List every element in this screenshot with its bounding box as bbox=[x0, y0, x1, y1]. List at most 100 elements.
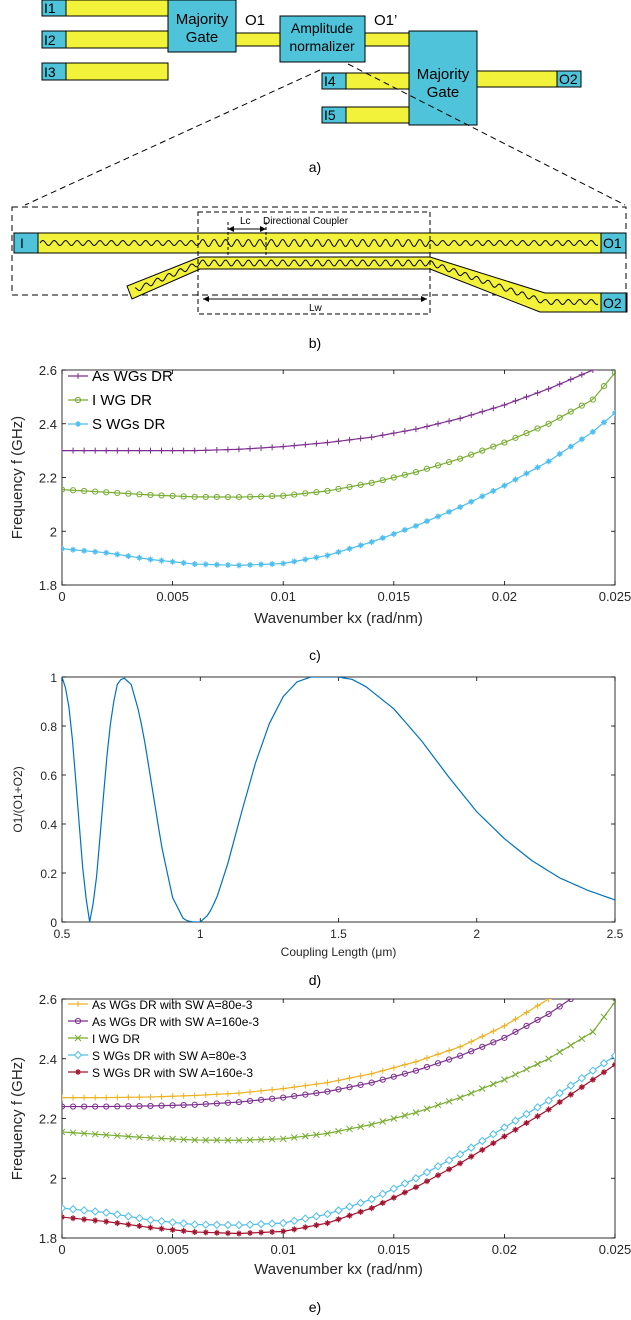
y-axis-label: Frequency f (GHz) bbox=[9, 1057, 26, 1180]
data-point bbox=[92, 1094, 99, 1101]
data-point bbox=[346, 483, 353, 491]
data-point bbox=[423, 1105, 431, 1113]
data-point bbox=[224, 1230, 231, 1237]
data-point bbox=[346, 1125, 353, 1133]
data-point bbox=[523, 1009, 530, 1016]
data-point bbox=[213, 1091, 220, 1098]
data-point bbox=[269, 1086, 276, 1093]
data-point bbox=[468, 451, 475, 458]
waveguide-o1 bbox=[235, 32, 281, 47]
data-point bbox=[313, 1090, 320, 1097]
data-point bbox=[423, 1055, 430, 1061]
data-point bbox=[467, 1143, 476, 1152]
data-point bbox=[324, 1220, 331, 1227]
data-point bbox=[368, 1205, 375, 1212]
data-point bbox=[313, 489, 320, 496]
legend-entry: S WGs DR with SW A=160e-3 bbox=[92, 1066, 253, 1080]
x-tick-label: 0.015 bbox=[378, 589, 411, 604]
data-point bbox=[500, 1123, 509, 1132]
data-point bbox=[390, 430, 397, 437]
x-tick-label: 0.005 bbox=[156, 1242, 189, 1257]
data-point bbox=[479, 493, 486, 500]
data-point bbox=[512, 1016, 519, 1023]
data-point bbox=[523, 1022, 530, 1029]
data-point bbox=[556, 1003, 563, 1010]
data-point bbox=[589, 428, 596, 435]
data-point bbox=[324, 1088, 331, 1095]
data-point bbox=[445, 1097, 453, 1105]
data-point bbox=[158, 1093, 165, 1100]
data-point bbox=[202, 561, 209, 568]
output-box-o2 bbox=[556, 70, 582, 88]
data-point bbox=[62, 1094, 65, 1101]
data-point bbox=[202, 1100, 209, 1108]
x-tick-label: 0.02 bbox=[492, 589, 517, 604]
data-point bbox=[136, 491, 143, 498]
data-point bbox=[433, 1162, 443, 1171]
data-point bbox=[136, 1133, 143, 1141]
data-point bbox=[468, 1048, 475, 1055]
data-point bbox=[401, 1189, 408, 1196]
data-point bbox=[446, 508, 453, 515]
label-i: I bbox=[20, 235, 24, 251]
data-point bbox=[412, 1058, 419, 1065]
data-point bbox=[479, 1043, 486, 1050]
x-tick-label: 0.025 bbox=[599, 589, 631, 604]
data-point bbox=[523, 1119, 530, 1126]
data-point bbox=[589, 396, 596, 403]
data-point bbox=[235, 1136, 243, 1144]
data-point bbox=[468, 498, 475, 505]
data-point bbox=[412, 1109, 420, 1116]
data-point bbox=[302, 441, 309, 448]
data-point bbox=[136, 447, 143, 454]
data-point bbox=[489, 1080, 497, 1088]
data-point bbox=[567, 443, 574, 450]
data-point bbox=[368, 479, 375, 486]
data-point bbox=[92, 488, 99, 495]
amplitude-normalizer bbox=[279, 15, 366, 63]
data-point bbox=[146, 1215, 155, 1225]
data-point bbox=[124, 1212, 133, 1221]
data-point bbox=[600, 419, 607, 426]
data-point bbox=[202, 493, 209, 501]
data-point bbox=[191, 447, 198, 454]
data-point bbox=[490, 1039, 497, 1046]
data-point bbox=[180, 1092, 187, 1099]
data-point bbox=[455, 1150, 465, 1159]
data-point bbox=[556, 1099, 563, 1106]
data-point bbox=[62, 1128, 66, 1136]
data-point bbox=[169, 558, 176, 565]
spin-wave-lower bbox=[134, 259, 599, 306]
data-point bbox=[534, 1016, 541, 1024]
data-point bbox=[234, 1220, 244, 1230]
data-point bbox=[213, 446, 220, 453]
data-point bbox=[103, 1103, 110, 1110]
legend-entry: S WGs DR bbox=[92, 416, 165, 433]
data-point bbox=[379, 1076, 386, 1083]
data-point bbox=[92, 1217, 99, 1224]
data-point bbox=[147, 1093, 154, 1100]
data-point bbox=[411, 1174, 421, 1183]
data-point bbox=[446, 1056, 453, 1063]
data-point bbox=[74, 396, 82, 404]
data-point bbox=[401, 428, 408, 435]
data-point bbox=[379, 1067, 386, 1074]
legend-entry: As WGs DR with SW A=80e-3 bbox=[92, 998, 253, 1012]
label-directional-coupler: Directional Coupler bbox=[263, 216, 349, 227]
data-point bbox=[290, 1216, 299, 1226]
data-point bbox=[247, 1088, 254, 1095]
y-tick-label: 0 bbox=[50, 916, 57, 930]
data-point bbox=[158, 492, 165, 499]
data-point bbox=[180, 1136, 188, 1143]
data-point bbox=[545, 420, 552, 427]
coupler-region bbox=[197, 211, 431, 315]
data-point bbox=[247, 445, 254, 452]
data-point bbox=[267, 1219, 277, 1228]
data-point bbox=[457, 455, 464, 462]
data-point bbox=[258, 1229, 265, 1236]
data-point bbox=[611, 999, 615, 1006]
data-point bbox=[158, 557, 165, 564]
data-point bbox=[335, 1086, 342, 1093]
chart-d: 0.5 1 1.5 2 2.5 0 0.2 0.4 0.6 0.8 1 Coupling Length… bbox=[11, 671, 624, 959]
label-b-o1: O1 bbox=[603, 235, 622, 251]
